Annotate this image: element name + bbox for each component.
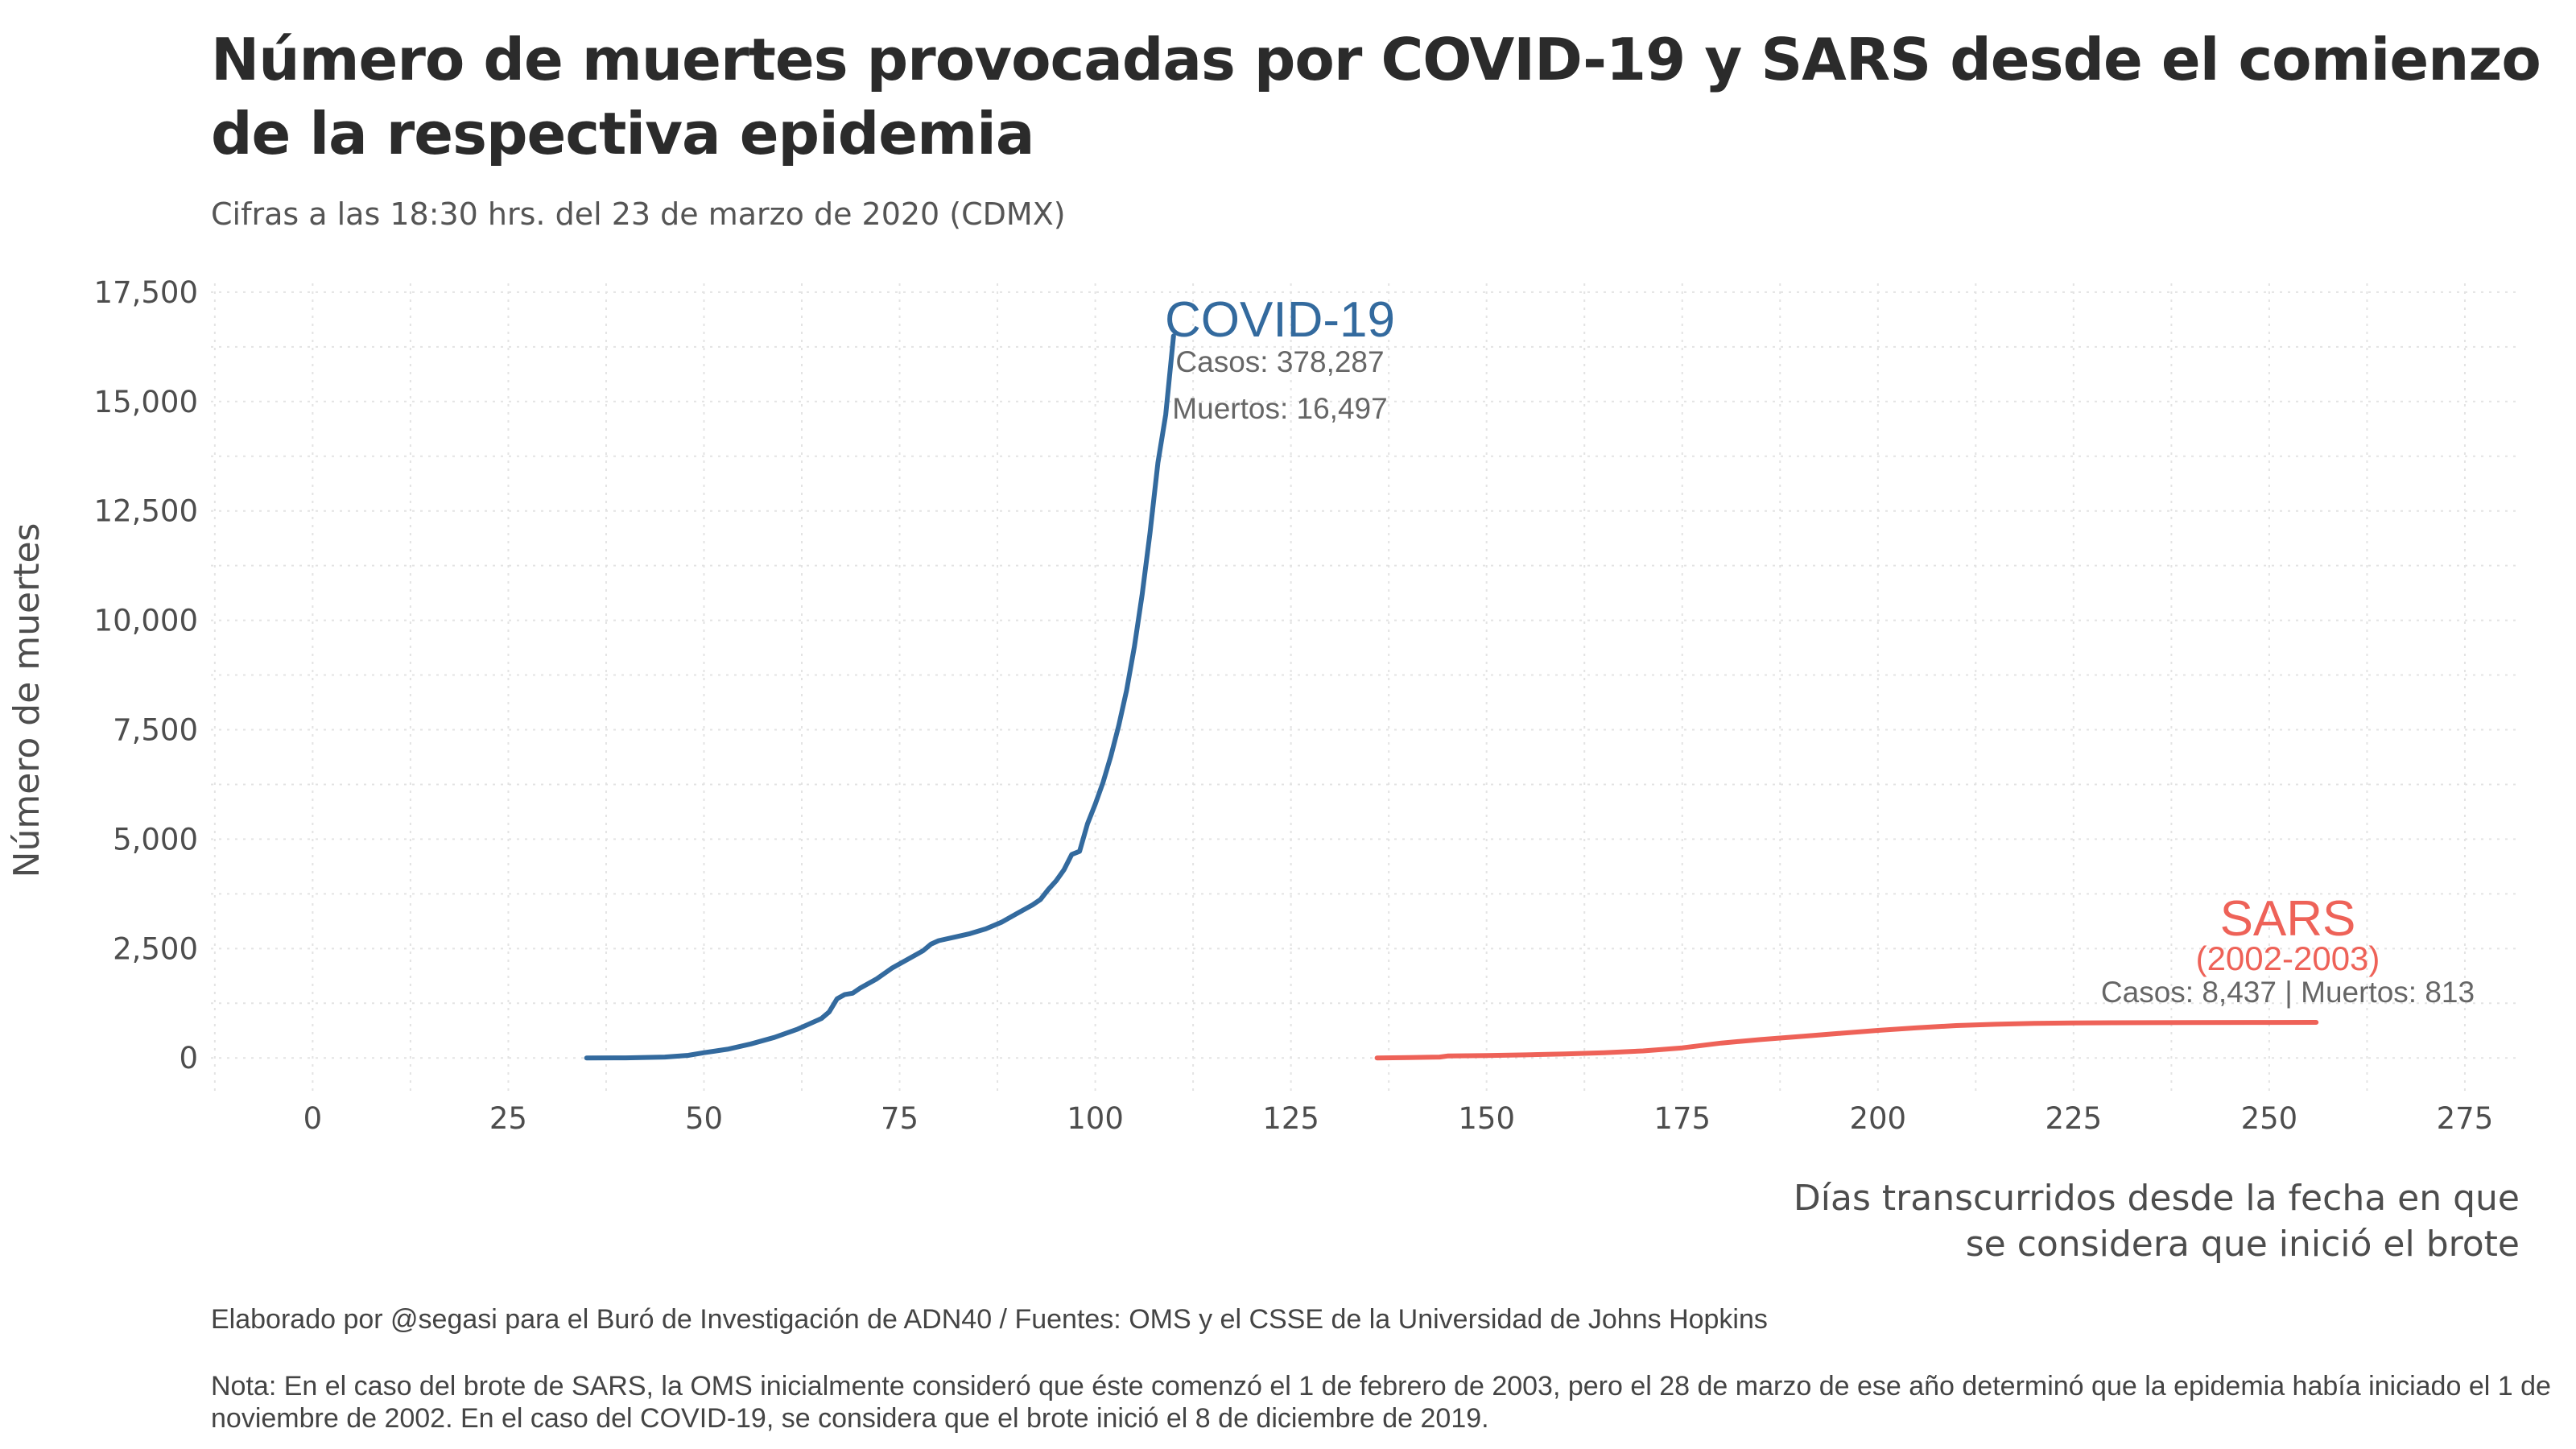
methodology-note: Nota: En el caso del brote de SARS, la O… (211, 1371, 2551, 1434)
x-tick-label: 100 (1067, 1101, 1124, 1136)
x-tick-label: 25 (489, 1101, 527, 1136)
x-tick-label: 225 (2046, 1101, 2103, 1136)
x-axis-title-line-1: Días transcurridos desde la fecha en que (1794, 1178, 2520, 1219)
x-tick-label: 0 (303, 1101, 323, 1136)
sars-annotation-name: SARS (2220, 891, 2356, 947)
covid-annotation: COVID-19 Casos: 378,287 Muertos: 16,497 (1165, 292, 1395, 425)
line-chart: 0 25 50 75 100 125 150 175 200 225 250 275 0 2,500 5,0… (6, 275, 2520, 1265)
x-tick-label: 75 (881, 1101, 919, 1136)
y-tick-label: 0 (179, 1041, 198, 1075)
covid-annotation-name: COVID-19 (1165, 292, 1395, 348)
x-tick-label: 200 (1849, 1101, 1906, 1136)
sars-annotation-detail: Casos: 8,437 | Muertos: 813 (2101, 976, 2475, 1009)
x-tick-label: 250 (2241, 1101, 2298, 1136)
y-tick-label: 5,000 (113, 822, 198, 857)
x-axis-title-line-2: se considera que inició el brote (1966, 1224, 2520, 1265)
x-tick-label: 175 (1653, 1101, 1711, 1136)
y-tick-label: 2,500 (113, 931, 198, 966)
chart-subtitle: Cifras a las 18:30 hrs. del 23 de marzo … (211, 196, 1066, 232)
x-tick-label: 275 (2437, 1101, 2494, 1136)
chart-title: Número de muertes provocadas por COVID-1… (211, 26, 2541, 167)
axis-ticks: 0 25 50 75 100 125 150 175 200 225 250 275 0 2,500 5,0… (94, 275, 2494, 1136)
y-tick-label: 7,500 (113, 713, 198, 748)
y-tick-label: 12,500 (94, 494, 198, 529)
covid-annotation-cases: Casos: 378,287 (1175, 345, 1384, 378)
y-tick-label: 15,000 (94, 385, 198, 419)
covid-annotation-deaths: Muertos: 16,497 (1172, 392, 1387, 425)
series-line-sars (1374, 1020, 2319, 1061)
sars-annotation: SARS (2002-2003) Casos: 8,437 | Muertos:… (2101, 891, 2475, 1009)
y-axis-title: Número de muertes (6, 523, 47, 878)
y-tick-label: 10,000 (94, 604, 198, 638)
series-layer (584, 333, 2319, 1061)
x-tick-label: 50 (685, 1101, 723, 1136)
source-caption: Elaborado por @segasi para el Buró de In… (211, 1304, 1768, 1335)
x-tick-label: 150 (1458, 1101, 1515, 1136)
y-tick-label: 17,500 (94, 275, 198, 310)
grid-lines (211, 283, 2520, 1091)
x-tick-label: 125 (1262, 1101, 1319, 1136)
series-line-covid-19 (584, 333, 1176, 1061)
sars-annotation-period: (2002-2003) (2196, 939, 2380, 977)
